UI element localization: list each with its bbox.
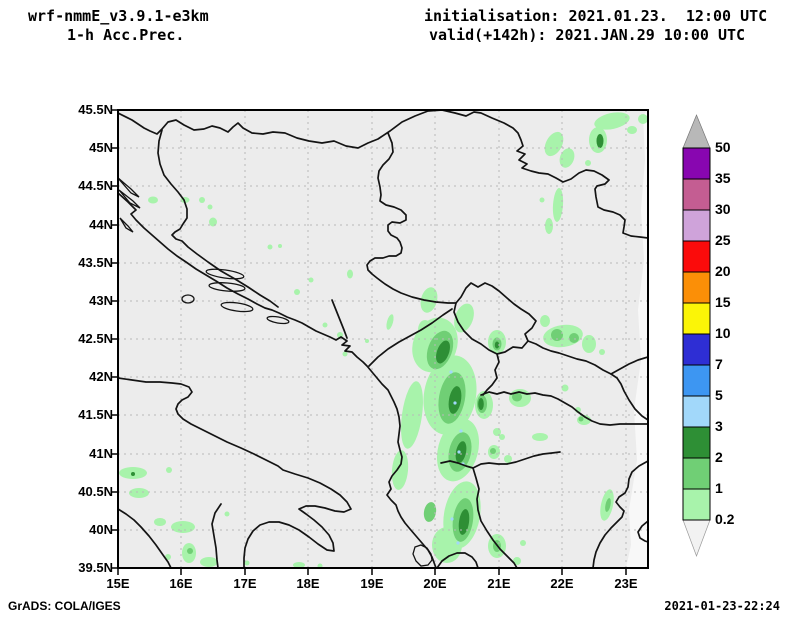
coast-corfu-strait	[436, 552, 479, 568]
lat-label: 41.5N	[78, 407, 113, 422]
lat-label: 44.5N	[78, 178, 113, 193]
colorbar-label: 5	[715, 387, 723, 403]
lat-label: 40.5N	[78, 484, 113, 499]
border-kosovo	[453, 282, 537, 355]
grads-credit: GrADS: COLA/IGES	[8, 599, 121, 613]
lat-label: 43N	[89, 293, 113, 308]
lat-label: 45.5N	[78, 102, 113, 117]
lat-label: 45N	[89, 140, 113, 155]
colorbar-label: 1	[715, 480, 723, 496]
colorbar-arrow-below-min	[682, 519, 711, 557]
colorbar-label: 7	[715, 356, 723, 372]
colorbar-label: 30	[715, 201, 731, 217]
lat-label: 43.5N	[78, 255, 113, 270]
border-macedonia-greece	[480, 391, 648, 426]
lon-label: 16E	[169, 576, 193, 591]
island-korcula	[208, 282, 246, 292]
border-drina-serbia	[366, 132, 457, 304]
axis-ticks	[111, 109, 627, 575]
colorbar-label: 25	[715, 232, 731, 248]
lon-label: 23E	[614, 576, 638, 591]
lon-label: 18E	[296, 576, 320, 591]
island-corfu	[412, 544, 433, 567]
coast-greece-hook	[637, 520, 648, 543]
border-albania-greece	[440, 451, 561, 469]
colorbar-label: 50	[715, 139, 731, 155]
border-montenegro-albania	[368, 308, 453, 367]
colorbar-label: 3	[715, 418, 723, 434]
border-macedonia-north	[527, 340, 648, 421]
colorbar-label: 0.2	[715, 511, 735, 527]
colorbar-label: 15	[715, 294, 731, 310]
coast-greece-aegean	[592, 460, 648, 568]
border-greece-epirus	[472, 467, 518, 568]
creation-timestamp: 2021-01-23-22:24	[664, 599, 780, 613]
lat-label: 39.5N	[78, 560, 113, 575]
lon-label: 19E	[360, 576, 384, 591]
islands-kvarner	[118, 177, 141, 233]
title-model: wrf-nmmE_v3.9.1-e3km	[28, 7, 209, 25]
island-hvar	[205, 268, 245, 280]
lon-label: 22E	[550, 576, 574, 591]
lat-label: 40N	[89, 522, 113, 537]
coast-taranto-gulf	[211, 503, 222, 568]
colorbar-label: 35	[715, 170, 731, 186]
border-north-danube	[118, 110, 648, 239]
title-valid: valid(+142h): 2021.JAN.29 10:00 UTC	[429, 26, 746, 44]
domain-edge	[626, 110, 648, 568]
border-bih-montenegro	[331, 299, 348, 339]
title-initialisation: initialisation: 2021.01.23. 12:00 UTC	[424, 7, 768, 25]
lat-label: 42.5N	[78, 331, 113, 346]
lat-label: 42N	[89, 369, 113, 384]
colorbar-label: 2	[715, 449, 723, 465]
title-product: 1-h Acc.Prec.	[67, 26, 185, 44]
lat-label: 44N	[89, 217, 113, 232]
coast-italy	[118, 377, 352, 568]
island-lastovo	[220, 301, 254, 313]
graticule	[118, 110, 648, 568]
border-serbia-bulgaria	[610, 356, 648, 375]
island-vis	[181, 294, 195, 304]
lon-label: 21E	[487, 576, 511, 591]
coast-adriatic-east	[118, 192, 437, 568]
colorbar-label: 20	[715, 263, 731, 279]
island-mljet	[266, 315, 290, 325]
colorbar-arrow-above-max	[682, 114, 711, 149]
lon-label: 20E	[423, 576, 447, 591]
lat-label: 41N	[89, 446, 113, 461]
lon-label: 17E	[233, 576, 257, 591]
colorbar	[682, 114, 711, 557]
border-albania-macedonia	[482, 353, 500, 396]
colorbar-label: 10	[715, 325, 731, 341]
coast-calabria	[118, 508, 172, 568]
geography	[118, 110, 648, 568]
lon-label: 15E	[106, 576, 130, 591]
